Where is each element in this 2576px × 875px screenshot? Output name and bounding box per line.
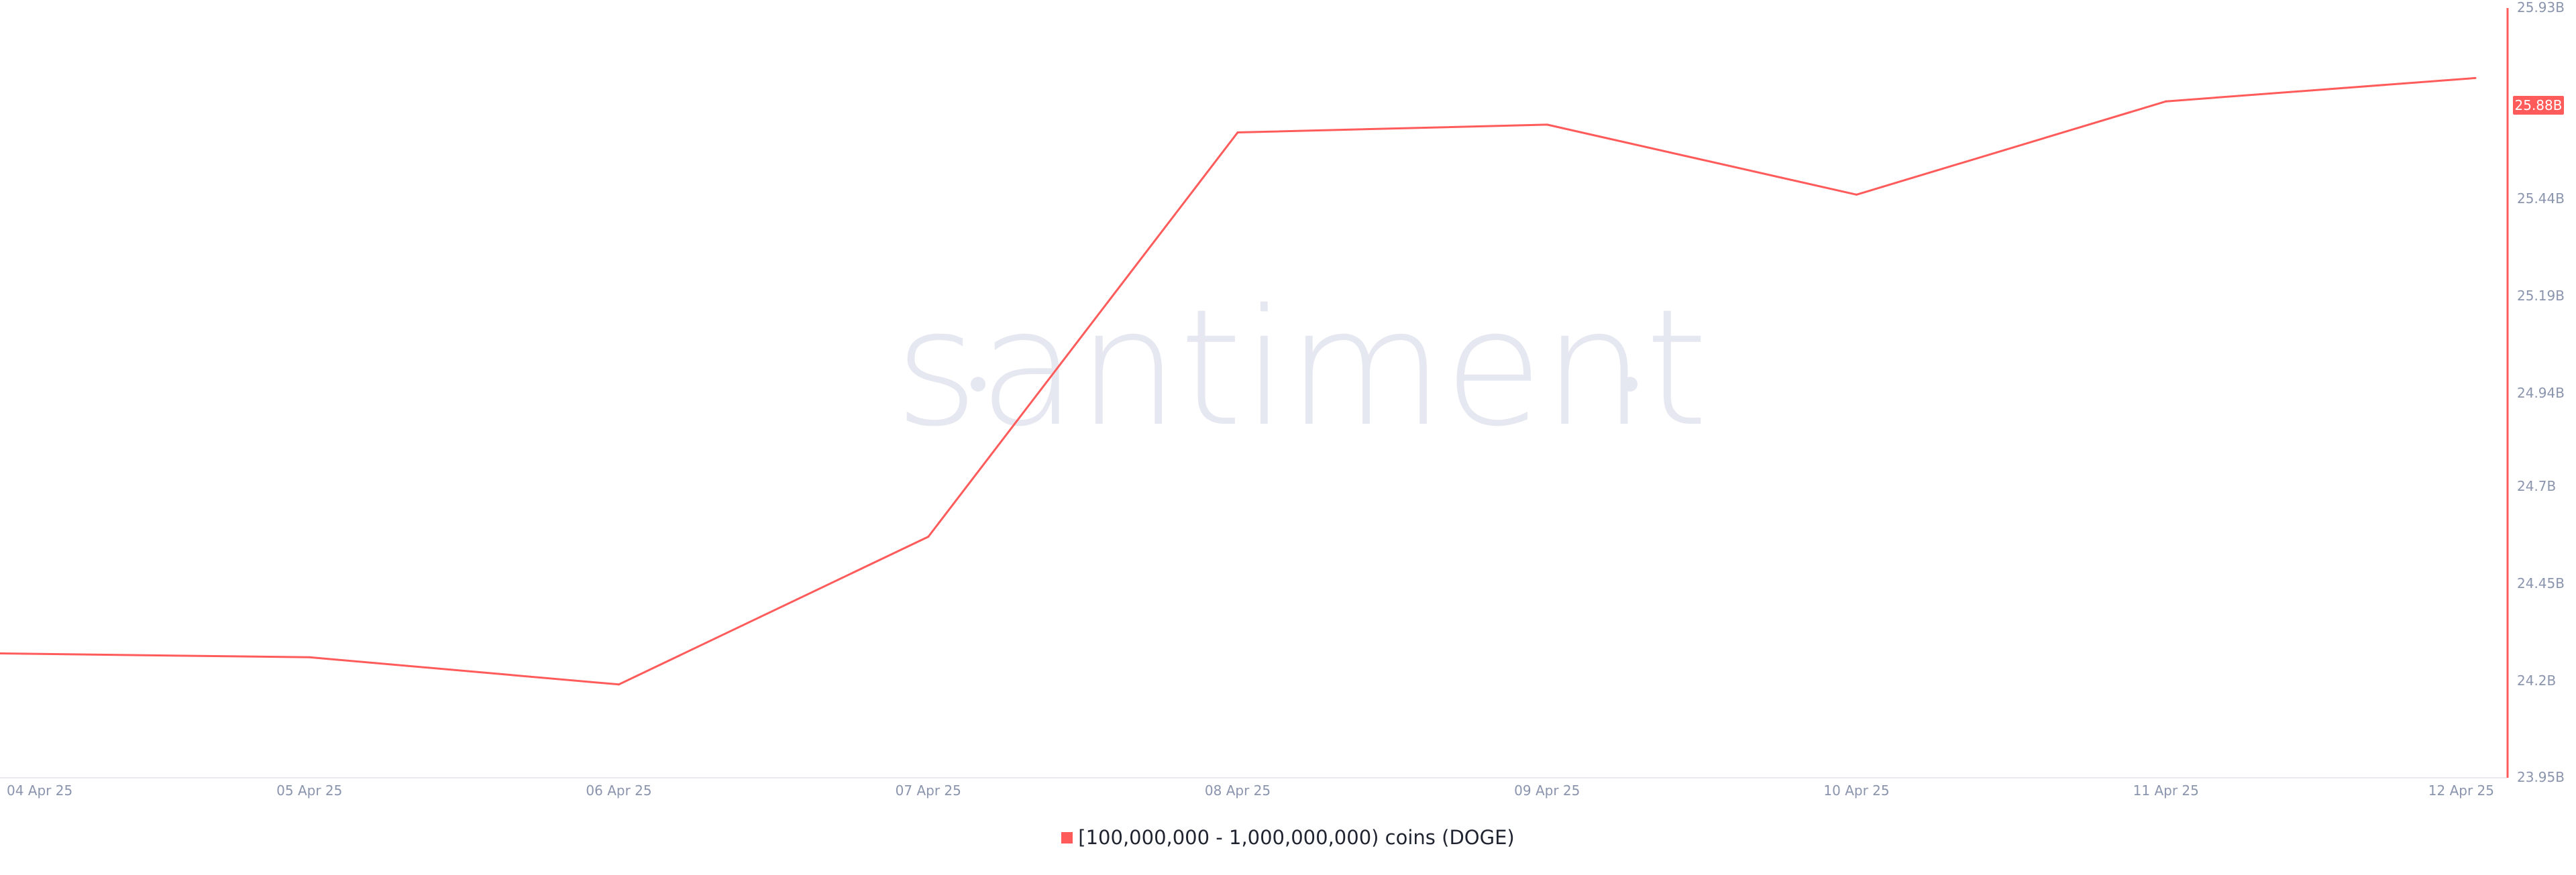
x-tick-label: 10 Apr 25 [1823,782,1889,799]
legend-swatch [1061,832,1073,843]
data-point [0,652,1,654]
last-value-badge: 25.88B [2513,95,2564,115]
y-tick-label: 24.94B [2517,385,2565,401]
data-point [1236,131,1239,134]
santiment-watermark: santiment [895,274,1709,462]
y-axis-ticks: 25.93B 25.44B 25.19B 24.94B 24.7B 24.45B 24.2B… [2517,0,2565,785]
y-tick-label: 24.7B [2517,478,2556,494]
data-point [1856,193,1858,196]
x-tick-label: 09 Apr 25 [1514,782,1580,799]
y-tick-label: 24.45B [2517,575,2565,591]
x-tick-label: 07 Apr 25 [896,782,961,799]
chart-legend: [100,000,000 - 1,000,000,000) coins (DOG… [0,826,2576,849]
x-tick-label: 05 Apr 25 [276,782,342,799]
legend-label: [100,000,000 - 1,000,000,000) coins (DOG… [1078,826,1515,849]
y-tick-label: 25.93B [2517,0,2565,15]
data-point [2474,76,2477,79]
data-point [2165,100,2167,103]
data-point [308,656,311,658]
watermark-text: santiment [895,274,1709,462]
data-point [927,536,930,538]
y-tick-label: 24.2B [2517,673,2556,689]
y-tick-label: 23.95B [2517,769,2565,785]
x-tick-label: 08 Apr 25 [1205,782,1271,799]
x-tick-label: 04 Apr 25 [7,782,72,799]
data-point [618,683,620,686]
y-tick-label: 25.44B [2517,190,2565,207]
x-tick-label: 12 Apr 25 [2428,782,2494,799]
x-axis-ticks: 04 Apr 25 05 Apr 25 06 Apr 25 07 Apr 25 08 A… [7,782,2494,799]
last-value-badge-text: 25.88B [2515,97,2563,113]
watermark-right-dot [1623,377,1638,392]
x-tick-label: 06 Apr 25 [586,782,651,799]
y-tick-label: 25.19B [2517,288,2565,304]
series-group [0,76,2477,686]
data-point [1546,123,1548,126]
x-tick-label: 11 Apr 25 [2133,782,2199,799]
watermark-left-dot [971,377,985,392]
last-value-badge-bg [2513,95,2564,115]
